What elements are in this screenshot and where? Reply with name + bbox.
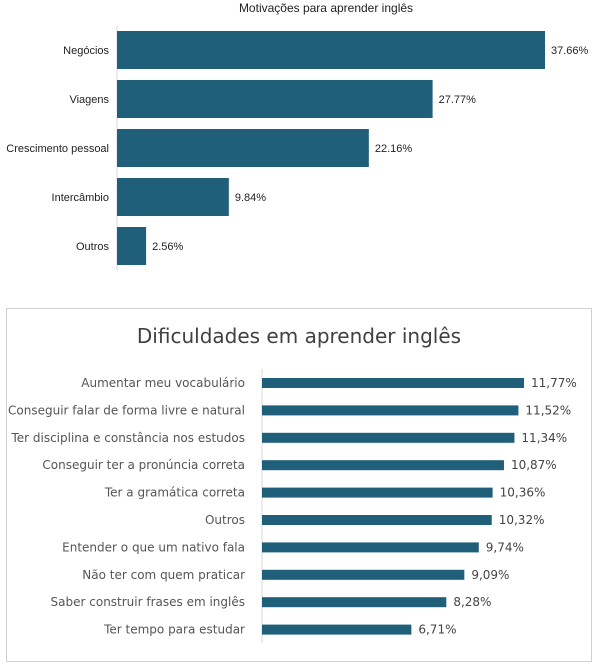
chart2-value-label: 6,71% (418, 623, 456, 637)
chart2-value-label: 8,28% (453, 595, 491, 609)
chart1-title: Motivações para aprender inglês (239, 1, 413, 15)
chart2-category-label: Conseguir falar de forma livre e natural (8, 403, 245, 417)
chart2-category-label: Ter disciplina e constância nos estudos (10, 431, 245, 445)
chart1-bar (117, 80, 433, 118)
chart1-value-label: 9.84% (235, 192, 266, 204)
chart2-value-label: 11,52% (525, 403, 571, 417)
chart2-value-label: 9,09% (471, 568, 509, 582)
chart1-bar (117, 178, 229, 216)
chart2-value-label: 10,36% (500, 486, 546, 500)
chart2-bar (262, 432, 515, 443)
chart2-title: Dificuldades em aprender inglês (137, 324, 461, 348)
chart1-bar (117, 227, 147, 265)
chart2-category-label: Ter tempo para estudar (103, 623, 245, 637)
chart2-category-label: Conseguir ter a pronúncia correta (42, 458, 245, 472)
chart1-category-label: Viagens (69, 94, 109, 106)
chart2-value-label: 10,87% (511, 458, 557, 472)
chart1-bar (117, 129, 369, 167)
chart1-category-label: Crescimento pessoal (6, 143, 109, 155)
chart1-bar (117, 31, 545, 69)
chart2-value-label: 10,32% (499, 513, 545, 527)
chart2-bar (262, 569, 465, 580)
chart2-category-label: Ter a gramática correta (104, 486, 245, 500)
chart2-category-label: Aumentar meu vocabulário (81, 376, 245, 390)
chart2-frame (6, 308, 592, 662)
chart2-category-label: Entender o que um nativo fala (62, 540, 245, 554)
chart2-bar (262, 515, 492, 525)
chart1-value-label: 2.56% (152, 241, 183, 253)
chart2-value-label: 9,74% (486, 540, 524, 554)
chart1-value-label: 22.16% (375, 143, 413, 155)
chart2-value-label: 11,77% (531, 376, 577, 390)
chart2-bar (262, 597, 447, 608)
chart1-category-label: Outros (76, 241, 110, 253)
chart1-category-label: Intercâmbio (52, 192, 109, 204)
chart2-value-label: 11,34% (521, 431, 567, 445)
chart1-value-label: 37.66% (551, 45, 589, 57)
chart1-category-label: Negócios (63, 45, 109, 57)
chart2-bar (262, 624, 412, 635)
chart2-bar (262, 405, 519, 416)
chart2-bar (262, 460, 504, 471)
chart2-bar (262, 487, 493, 498)
chart2-bar (262, 378, 524, 388)
chart2-category-label: Não ter com quem praticar (82, 568, 245, 582)
chart1-value-label: 27.77% (439, 94, 477, 106)
chart2-bar (262, 542, 479, 553)
chart2-category-label: Saber construir frases em inglês (51, 595, 245, 609)
chart2-category-label: Outros (205, 513, 245, 527)
